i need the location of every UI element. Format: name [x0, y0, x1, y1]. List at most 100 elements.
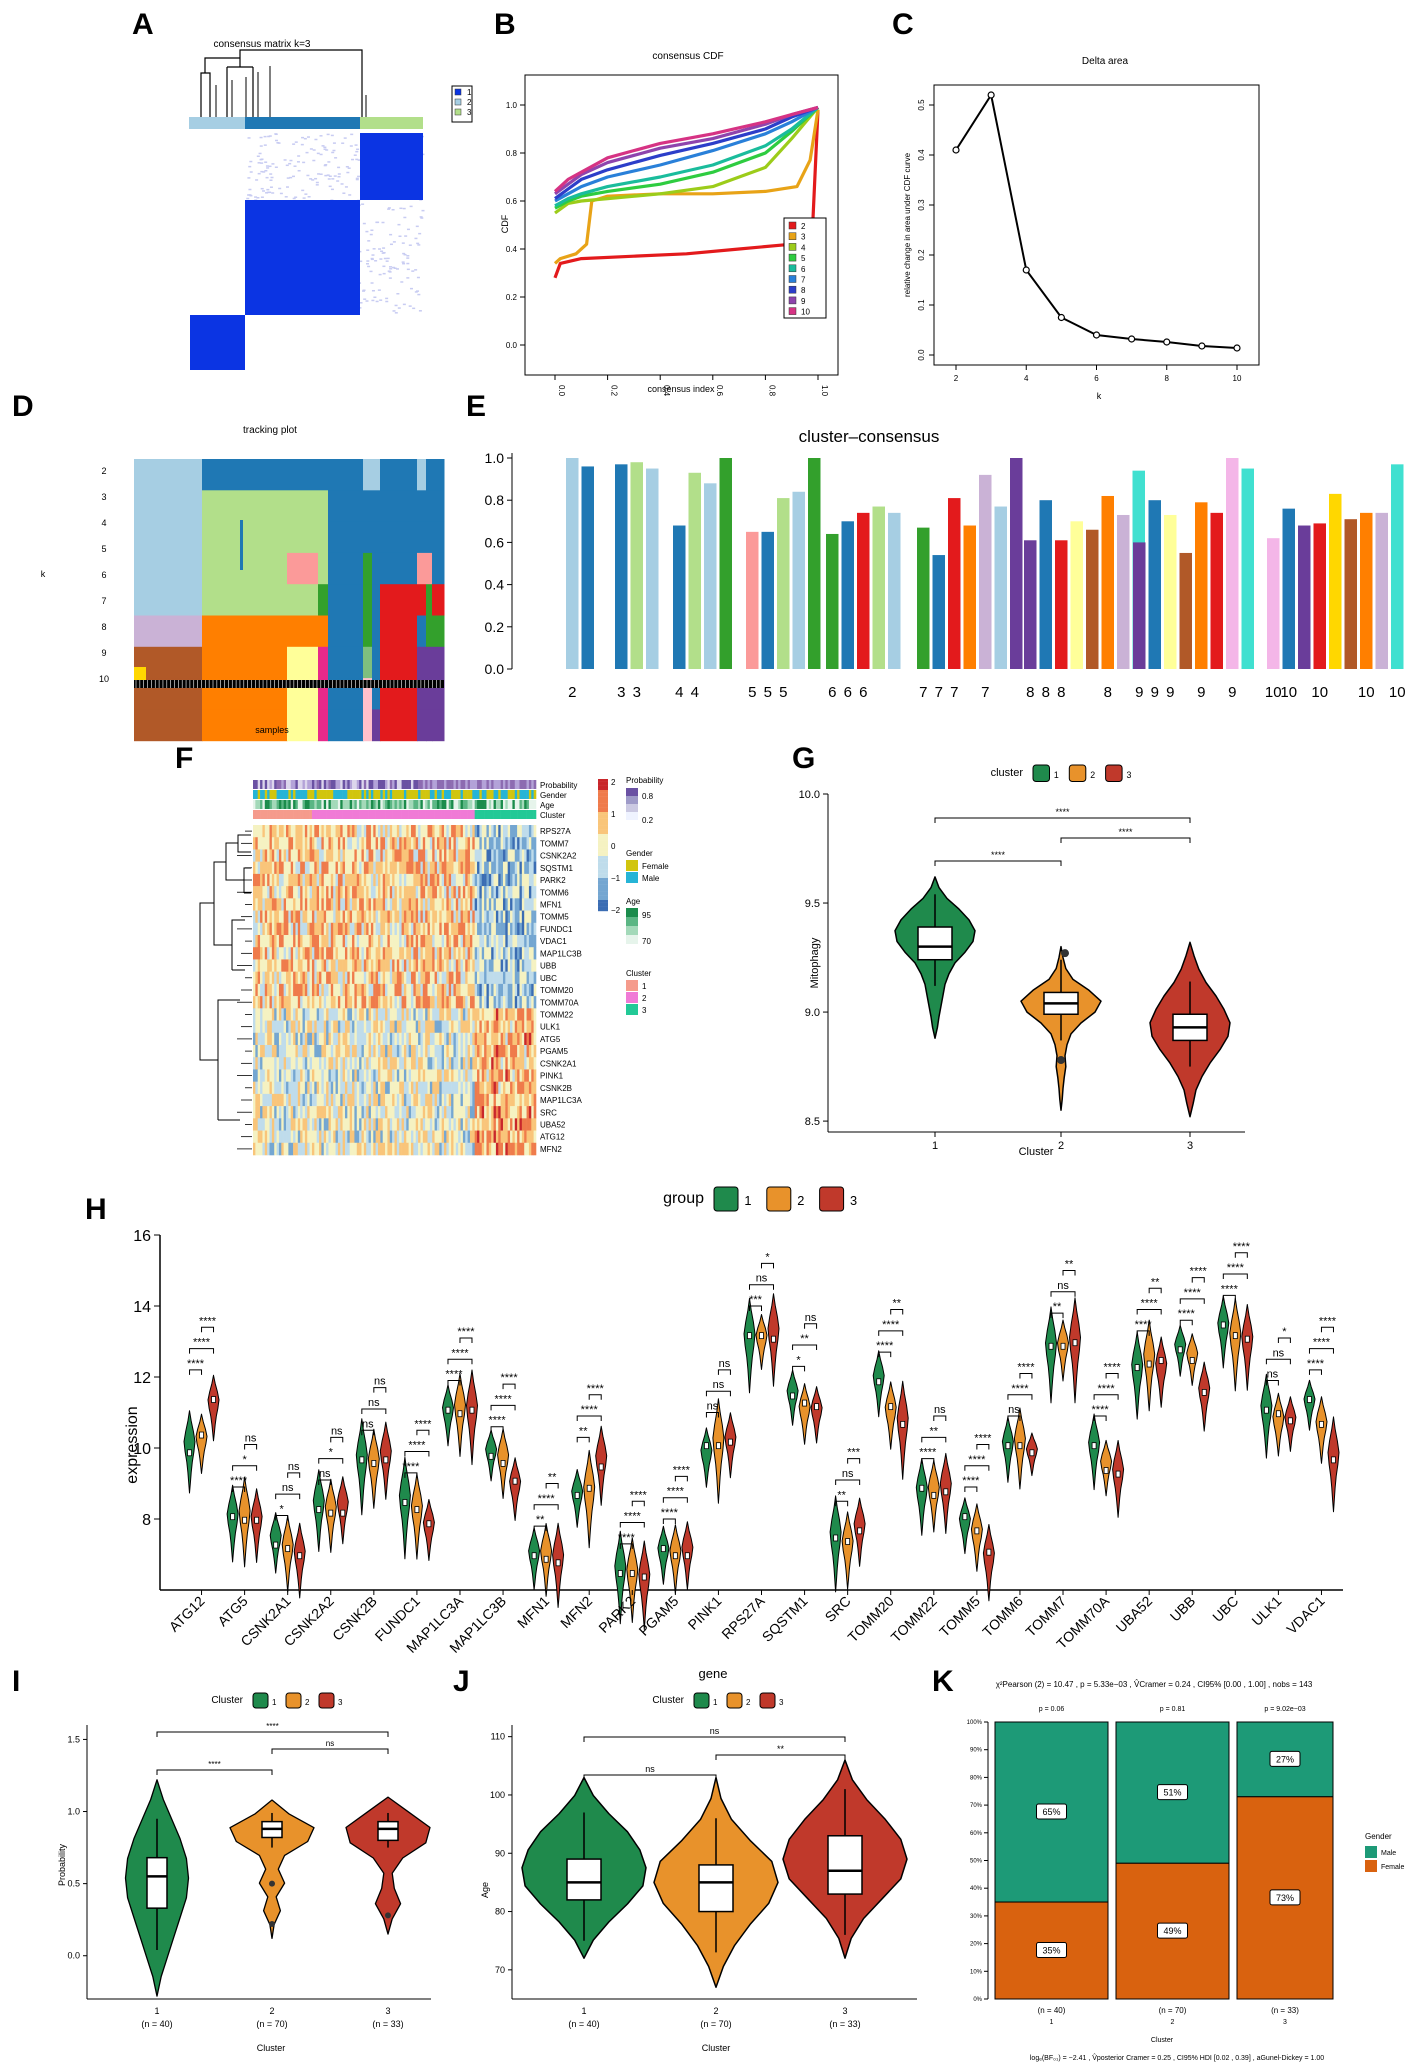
- heatmap-cell: [462, 1057, 466, 1070]
- violin-MAP1LC3A-group3: [466, 1369, 478, 1466]
- legend-label: 7: [801, 276, 806, 285]
- cluster-track-cell: [269, 810, 273, 819]
- plot-frame: [933, 84, 1260, 366]
- heatmap-cell: [309, 947, 313, 960]
- heatmap-cell: [264, 1008, 268, 1021]
- age-track-cell: [321, 800, 325, 809]
- heatmap-cell: [375, 1130, 379, 1144]
- probability-track-cell: [260, 780, 263, 789]
- age-track-cell: [484, 800, 487, 809]
- probability-track-cell: [359, 780, 362, 789]
- probability-track-cell: [521, 780, 525, 789]
- heatmap-cell: [387, 1130, 391, 1144]
- probability-track-cell: [342, 780, 346, 789]
- heatmap-cell: [352, 947, 355, 960]
- heatmap-cell: [460, 1106, 464, 1119]
- heatmap-cell: [434, 825, 438, 838]
- cluster-track-cell: [429, 810, 433, 819]
- heatmap-cell: [432, 825, 435, 838]
- age-track-cell: [337, 800, 341, 809]
- heatmap-cell: [432, 996, 435, 1009]
- heatmap-cell: [267, 849, 270, 862]
- heatmap-cell: [281, 1118, 284, 1131]
- heatmap-cell: [477, 1081, 480, 1095]
- heatmap-cell: [321, 983, 325, 997]
- heatmap-cell: [314, 886, 317, 899]
- heatmap-cell: [377, 861, 381, 875]
- color-scale-cell: [598, 814, 608, 817]
- sig-CSNK2A1-1-2-label: *: [280, 1503, 285, 1515]
- cluster-track-cell: [484, 810, 487, 819]
- noise-cell: [351, 158, 355, 161]
- heatmap-cell: [394, 959, 398, 972]
- tracking-cell: [426, 584, 433, 616]
- heatmap-cell: [467, 1118, 471, 1131]
- heatmap-cell: [257, 1020, 261, 1034]
- heatmap-cell: [382, 935, 386, 948]
- age-track-cell: [451, 800, 454, 809]
- noise-cell: [374, 260, 378, 262]
- legend-label: 9: [801, 297, 806, 306]
- noise-cell: [369, 233, 373, 236]
- heatmap-cell: [465, 947, 468, 960]
- heatmap-cell: [337, 959, 341, 972]
- heatmap-cell: [472, 971, 475, 985]
- heatmap-cell: [434, 886, 438, 899]
- heatmap-cell: [293, 1081, 296, 1095]
- heatmap-cell: [333, 910, 336, 924]
- noise-cell: [404, 235, 408, 237]
- heatmap-cell: [385, 1020, 388, 1034]
- heatmap-cell: [517, 1057, 520, 1070]
- legend-label: 2: [797, 1193, 804, 1208]
- age-track-cell: [382, 800, 386, 809]
- heatmap-cell: [333, 959, 336, 972]
- heatmap-cell: [323, 898, 327, 911]
- heatmap-cell: [493, 1032, 497, 1046]
- heatmap-cell: [366, 935, 369, 948]
- noise-cell: [396, 268, 400, 270]
- heatmap-cell: [302, 849, 306, 862]
- heatmap-cell: [514, 1008, 518, 1021]
- sig-CSNK2A2-1-2-label: ns: [319, 1468, 331, 1480]
- heatmap-cell: [380, 886, 384, 899]
- tracking-cell: [432, 584, 445, 616]
- heatmap-cell: [413, 922, 417, 936]
- heatmap-cell: [436, 1045, 440, 1058]
- heatmap-cell: [297, 898, 301, 911]
- gender-track-cell: [474, 790, 478, 799]
- bar-label: 10: [1358, 684, 1375, 701]
- probability-track-cell: [274, 780, 277, 789]
- noise-cell: [259, 145, 263, 147]
- heatmap-cell: [359, 922, 362, 936]
- heatmap-cell: [455, 935, 459, 948]
- heatmap-cell: [500, 983, 504, 997]
- heatmap-cell: [319, 1118, 322, 1131]
- cluster-track-cell: [380, 810, 384, 819]
- heatmap-cell: [406, 1093, 409, 1107]
- heatmap-cell: [368, 1045, 372, 1058]
- heatmap-cell: [311, 873, 315, 887]
- heatmap-cell: [392, 1142, 395, 1156]
- heatmap-cell: [422, 849, 426, 862]
- heatmap-cell: [502, 1118, 506, 1131]
- heatmap-cell: [469, 1130, 473, 1144]
- heatmap-cell: [413, 1130, 417, 1144]
- heatmap-cell: [396, 1020, 400, 1034]
- heatmap-cell: [382, 947, 386, 960]
- bar-label: 9: [1166, 684, 1174, 701]
- age-track-cell: [446, 800, 450, 809]
- cluster-track-cell: [441, 810, 445, 819]
- probability-track-cell: [335, 780, 339, 789]
- noise-cell: [377, 289, 381, 291]
- probability-track-cell: [253, 780, 256, 789]
- noise-cell: [328, 175, 332, 177]
- heatmap-cell: [366, 910, 369, 924]
- heatmap-cell: [375, 922, 379, 936]
- box-ATG5-group1: [230, 1513, 236, 1521]
- heatmap-cell: [474, 861, 478, 875]
- heatmap-cell: [399, 837, 402, 850]
- heatmap-cell: [295, 922, 299, 936]
- age-track-cell: [255, 800, 259, 809]
- heatmap-cell: [255, 1106, 259, 1119]
- heatmap-cell: [394, 1032, 398, 1046]
